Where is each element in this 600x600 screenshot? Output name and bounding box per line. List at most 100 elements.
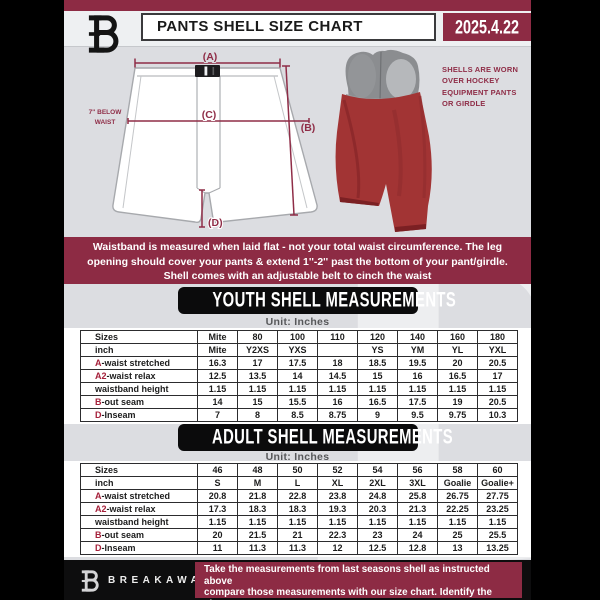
value-cell: 14.5 xyxy=(317,369,358,383)
row-label: inch xyxy=(80,343,198,357)
table-row: A2-waist relax 12.5 13.5 14 14.5 15 16 16.5 17 xyxy=(80,369,518,383)
value-cell: 1.15 xyxy=(317,382,358,396)
value-cell: YM xyxy=(397,343,438,357)
value-cell: 1.15 xyxy=(197,382,238,396)
document-page: B PANTS SHELL SIZE CHART 2025.4.22 xyxy=(64,0,531,600)
value-cell: 58 xyxy=(437,463,478,477)
footer: BREAKAWAY Take the measurements from las… xyxy=(64,560,531,600)
value-cell: 48 xyxy=(237,463,278,477)
label-a: (A) xyxy=(203,51,218,63)
value-cell: Mite xyxy=(197,343,238,357)
value-cell: 16.5 xyxy=(437,369,478,383)
value-cell: 11.3 xyxy=(277,541,318,555)
value-cell: 22.25 xyxy=(437,502,478,516)
value-cell: 1.15 xyxy=(197,515,238,529)
value-cell: 1.15 xyxy=(397,382,438,396)
value-cell: 25.8 xyxy=(397,489,438,503)
value-cell: 110 xyxy=(317,330,358,344)
top-accent-strip xyxy=(64,0,531,11)
row-label: D-Inseam xyxy=(80,541,198,555)
measurement-line-b xyxy=(282,65,298,216)
table-row: A2-waist relax 17.3 18.3 18.3 19.3 20.3 21.3 22… xyxy=(80,502,518,516)
value-cell: M xyxy=(237,476,278,490)
table-row: inch S M L XL 2XL 3XL Goalie Goalie+ xyxy=(80,476,518,490)
value-cell: S xyxy=(197,476,238,490)
value-cell: XL xyxy=(317,476,358,490)
value-cell: 20 xyxy=(437,356,478,370)
value-cell: 9 xyxy=(357,408,398,422)
value-cell: 21.5 xyxy=(237,528,278,542)
below-waist-note: 7'' BELOW WAIST xyxy=(88,109,122,127)
value-cell: 17.5 xyxy=(397,395,438,409)
value-cell: 2XL xyxy=(357,476,398,490)
page-title: PANTS SHELL SIZE CHART xyxy=(141,13,436,41)
value-cell: 12 xyxy=(317,541,358,555)
value-cell: 3XL xyxy=(397,476,438,490)
shorts-diagram: (A) (C) (B) (D) xyxy=(112,50,318,230)
value-cell: 12.5 xyxy=(357,541,398,555)
value-cell: 21.3 xyxy=(397,502,438,516)
table-row: A-waist stretched 16.3 17 17.5 18 18.5 19.5 20 2… xyxy=(80,356,518,370)
value-cell: 20.5 xyxy=(477,395,518,409)
value-cell: Y2XS xyxy=(237,343,278,357)
value-cell: 15.5 xyxy=(277,395,318,409)
value-cell: 27.75 xyxy=(477,489,518,503)
value-cell: 13 xyxy=(437,541,478,555)
value-cell: 21.8 xyxy=(237,489,278,503)
value-cell: 23.8 xyxy=(317,489,358,503)
value-cell: 1.15 xyxy=(477,515,518,529)
row-label: A2-waist relax xyxy=(80,369,198,383)
value-cell: YS xyxy=(357,343,398,357)
shell-graphic xyxy=(335,92,432,232)
value-cell: YXL xyxy=(477,343,518,357)
value-cell: 17.5 xyxy=(277,356,318,370)
table-row: Sizes 46 48 50 52 54 56 58 60 xyxy=(80,463,518,477)
youth-measurements-table: Sizes Mite 80 100 110 120 140 160 180 inch Mite Y2X… xyxy=(80,330,518,422)
value-cell: 8.5 xyxy=(277,408,318,422)
value-cell: L xyxy=(277,476,318,490)
value-cell: 1.15 xyxy=(237,382,278,396)
value-cell: 1.15 xyxy=(397,515,438,529)
value-cell xyxy=(317,343,358,357)
value-cell: 1.15 xyxy=(437,382,478,396)
value-cell: 13.5 xyxy=(237,369,278,383)
table-row: waistband height 1.15 1.15 1.15 1.15 1.15 1.15… xyxy=(80,515,518,529)
value-cell: 23 xyxy=(357,528,398,542)
value-cell: 21 xyxy=(277,528,318,542)
value-cell: 19 xyxy=(437,395,478,409)
value-cell: 14 xyxy=(277,369,318,383)
value-cell: 1.15 xyxy=(277,382,318,396)
measurement-line-d xyxy=(199,189,205,228)
value-cell: 17 xyxy=(477,369,518,383)
value-cell: 25.5 xyxy=(477,528,518,542)
belt-buckle xyxy=(195,65,220,77)
measurement-line-a xyxy=(134,58,281,68)
youth-unit-label: Unit: Inches xyxy=(265,316,330,328)
value-cell: 23.25 xyxy=(477,502,518,516)
table-row: B-out seam 14 15 15.5 16 16.5 17.5 19 20.5 xyxy=(80,395,518,409)
measurement-line-c xyxy=(127,118,310,124)
value-cell: 16.3 xyxy=(197,356,238,370)
value-cell: 11 xyxy=(197,541,238,555)
value-cell: 1.15 xyxy=(317,515,358,529)
value-cell: 20.5 xyxy=(477,356,518,370)
row-label: inch xyxy=(80,476,198,490)
value-cell: 20.8 xyxy=(197,489,238,503)
adult-section-banner: ADULT SHELL MEASUREMENTS xyxy=(177,424,452,451)
row-label: waistband height xyxy=(80,382,198,396)
row-label: Sizes xyxy=(80,330,198,344)
value-cell: 1.15 xyxy=(277,515,318,529)
value-cell: 15 xyxy=(237,395,278,409)
value-cell: 50 xyxy=(277,463,318,477)
brand-name: BREAKAWAY xyxy=(108,575,213,586)
label-d: (D) xyxy=(208,217,223,229)
value-cell: Mite xyxy=(197,330,238,344)
value-cell: 160 xyxy=(437,330,478,344)
shell-photo xyxy=(335,49,432,232)
value-cell: 12.8 xyxy=(397,541,438,555)
value-cell: 20 xyxy=(197,528,238,542)
date-badge: 2025.4.22 xyxy=(443,13,531,41)
table-row: waistband height 1.15 1.15 1.15 1.15 1.15 1.15… xyxy=(80,382,518,396)
table-row: D-Inseam 7 8 8.5 8.75 9 9.5 9.75 10.3 xyxy=(80,408,518,422)
value-cell: 25 xyxy=(437,528,478,542)
